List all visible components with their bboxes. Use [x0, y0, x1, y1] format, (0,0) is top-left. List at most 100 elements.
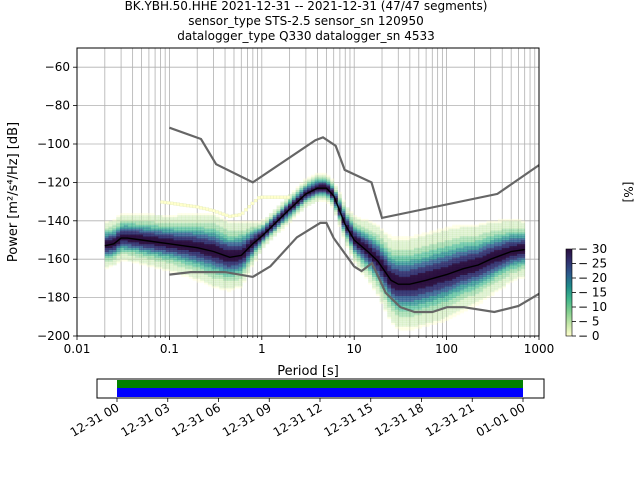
psd-cell: [219, 216, 224, 220]
psd-cell: [413, 301, 419, 304]
psd-cell: [139, 251, 144, 254]
psd-cell: [364, 234, 369, 237]
psd-cell: [139, 222, 144, 226]
psd-cell: [291, 197, 297, 201]
psd-cell: [387, 236, 392, 239]
psd-cell: [169, 268, 174, 272]
psd-cell: [226, 249, 232, 252]
psd-cell: [417, 309, 423, 312]
psd-cell: [372, 286, 377, 289]
psd-cell: [295, 207, 300, 210]
psd-cell: [417, 326, 423, 329]
psd-cell: [219, 234, 224, 237]
psd-cell: [486, 228, 491, 231]
psd-cell: [467, 226, 472, 229]
psd-cell: [490, 222, 495, 226]
psd-cell: [398, 320, 403, 323]
psd-cell: [406, 305, 411, 308]
psd-cell: [345, 218, 350, 222]
psd-cell: [234, 234, 239, 237]
psd-cell: [436, 261, 442, 264]
psd-cell: [410, 307, 415, 310]
psd-cell: [162, 215, 167, 218]
psd-cell: [436, 284, 442, 287]
psd-cell: [223, 220, 228, 224]
psd-cell: [368, 255, 373, 258]
psd-cell: [120, 224, 125, 227]
psd-cell: [165, 232, 171, 235]
psd-cell: [131, 240, 136, 243]
psd-cell: [303, 178, 308, 181]
psd-cell: [486, 257, 491, 260]
psd-cell: [517, 230, 522, 233]
psd-cell: [299, 203, 304, 206]
psd-cell: [505, 257, 510, 260]
psd-cell: [192, 230, 197, 233]
psd-cell: [425, 261, 430, 264]
psd-cell: [467, 259, 472, 262]
psd-cell: [429, 322, 434, 325]
psd-cell: [150, 230, 155, 233]
psd-cell: [452, 272, 457, 275]
psd-cell: [173, 257, 178, 260]
psd-cell: [379, 232, 384, 235]
psd-cell: [276, 230, 281, 233]
psd-cell: [196, 220, 201, 224]
psd-cell: [429, 303, 434, 306]
psd-cell: [452, 312, 457, 316]
timeline-tick-label: 12-31 21: [423, 400, 477, 439]
psd-cell: [452, 301, 457, 304]
psd-cell: [181, 232, 186, 235]
psd-cell: [184, 257, 190, 260]
psd-cell: [207, 278, 213, 281]
psd-cell: [471, 270, 476, 274]
psd-cell: [372, 251, 377, 254]
psd-cell: [142, 216, 148, 220]
psd-cell: [425, 232, 430, 235]
psd-cell: [478, 240, 484, 243]
psd-cell: [154, 251, 159, 254]
psd-cell: [391, 289, 396, 293]
psd-cell: [440, 230, 445, 233]
psd-cell: [318, 197, 323, 201]
psd-cell: [337, 218, 342, 222]
psd-cell: [410, 264, 415, 268]
psd-cell: [455, 274, 461, 277]
psd-cell: [238, 259, 243, 262]
psd-cell: [398, 311, 403, 314]
psd-cell: [349, 216, 354, 220]
psd-cell: [162, 236, 167, 239]
psd-cell: [242, 257, 247, 260]
psd-cell: [467, 230, 472, 233]
psd-cell: [497, 247, 503, 250]
psd-cell: [429, 251, 434, 254]
psd-cell: [162, 216, 167, 220]
psd-cell: [360, 247, 365, 250]
psd-cell: [314, 178, 319, 181]
psd-cell: [226, 226, 232, 229]
psd-cell: [257, 238, 262, 241]
psd-cell: [127, 216, 132, 220]
psd-cell: [406, 274, 411, 277]
psd-cell: [196, 230, 201, 233]
psd-cell: [440, 291, 445, 295]
psd-cell: [490, 251, 495, 254]
psd-cell: [368, 220, 373, 224]
psd-cell: [188, 274, 194, 277]
psd-cell: [173, 228, 178, 231]
psd-cell: [440, 289, 445, 293]
psd-cell: [475, 295, 480, 298]
psd-cell: [413, 303, 419, 306]
psd-cell: [188, 243, 194, 247]
psd-cell: [436, 243, 442, 247]
psd-cell: [425, 297, 430, 300]
psd-cell: [162, 263, 167, 266]
psd-cell: [421, 288, 426, 291]
psd-cell: [402, 326, 407, 329]
psd-cell-faint: [195, 205, 200, 209]
psd-cell: [200, 215, 205, 218]
psd-cell: [112, 234, 117, 237]
psd-cell: [425, 263, 430, 266]
psd-cell: [127, 243, 132, 247]
